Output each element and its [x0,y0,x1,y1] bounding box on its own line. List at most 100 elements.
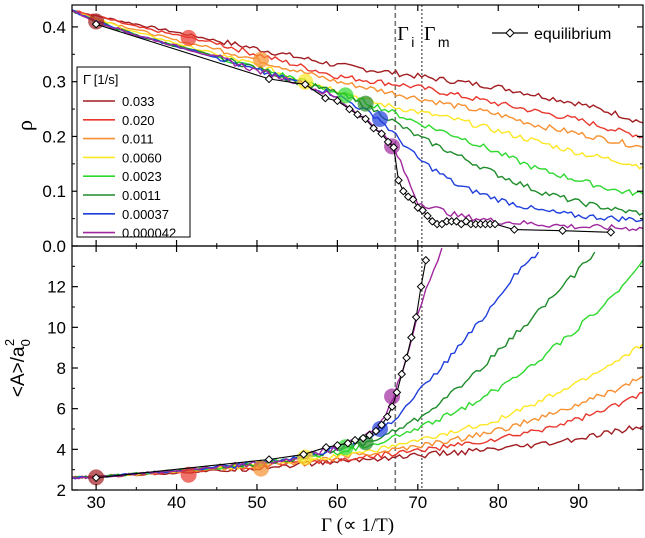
bottom-equilibrium-point [421,255,431,265]
bottom-series-0_000042 [72,247,443,480]
rate-legend-box [76,66,191,238]
bottom-equilibrium-line [96,260,427,479]
top-ytick-label: 0.3 [42,73,66,92]
top-equilibrium-point [403,192,413,202]
rate-legend-label: 0.0023 [122,169,162,184]
vline-label-i: Γ [397,23,409,45]
bottom-equilibrium-point [416,282,426,291]
rate-legend-label: 0.00037 [122,207,169,222]
bottom-xtick-label: 80 [489,493,508,512]
top-rate-marker [337,87,354,104]
top-equilibrium-point [408,195,418,204]
bottom-equilibrium-point [377,420,386,430]
rate-legend-label: 0.020 [122,113,155,128]
equilibrium-legend-label: equilibrium [534,26,611,43]
bottom-ytick-label: 10 [47,318,66,337]
top-equilibrium-point [91,19,101,29]
top-equilibrium-point [383,137,393,147]
top-equilibrium-point [300,80,310,89]
bottom-panel: 2 4 6 8 10 12 30 40 50 60 70 80 90 Γ (∝ 1/T) <A>/a02 [2,245,644,536]
bottom-series-0_00037 [72,251,540,480]
bottom-rate-marker [180,466,197,483]
top-ytick-label: 0.4 [42,18,66,37]
bottom-equilibrium-point [387,402,397,411]
bottom-equilibrium-point [358,433,368,443]
rate-legend-label: 0.0011 [122,188,161,203]
top-equilibrium-point [361,114,370,124]
top-ytick-label: 0.0 [42,237,66,256]
rate-legend-title: Γ̇ [1/s] [83,72,118,87]
top-equilibrium-point [333,96,342,106]
bottom-xtick-label: 30 [87,493,106,512]
bottom-equilibrium-point [91,473,101,483]
top-equilibrium-point [558,226,567,235]
top-rate-marker [357,95,374,112]
bottom-series-0_033 [72,425,643,480]
top-ytick-label: 0.1 [42,182,66,201]
bottom-xlabel: Γ (∝ 1/T) [321,515,394,536]
top-equilibrium-point [264,74,274,84]
bottom-series-0_0011 [72,251,596,479]
top-ylabel: ρ [12,120,37,131]
top-equilibrium-point [377,129,386,139]
bottom-equilibrium-point [350,435,360,445]
bottom-ytick-label: 6 [57,400,66,419]
bottom-equilibrium-point [392,388,402,397]
bottom-equilibrium-point [264,455,274,464]
bottom-ylabel: <A>/a02 [2,339,33,397]
top-equilibrium-point [490,219,500,229]
top-equilibrium-point [394,175,403,185]
bottom-equilibrium-point [299,450,308,459]
top-series-0_0011 [72,9,643,216]
bottom-xtick-label: 90 [569,493,588,512]
bottom-rate-marker [252,460,269,477]
bottom-xtick-label: 60 [328,493,347,512]
rate-legend-label: 0.0060 [122,150,162,165]
top-rate-marker [180,29,197,46]
bottom-plot-area [72,246,643,490]
top-equilibrium-point [389,143,398,152]
top-series-0_0060 [72,10,643,170]
bottom-series-0_0060 [72,343,643,479]
top-plot-area [72,5,643,246]
top-ytick-label: 0.2 [42,127,66,146]
rate-legend-label: 0.011 [122,132,154,147]
bottom-xtick-label: 50 [248,493,267,512]
top-equilibrium-point [418,206,427,215]
bottom-ytick-label: 2 [57,481,66,500]
bottom-equilibrium-point [407,333,416,342]
top-equilibrium-point [369,123,378,133]
bottom-equilibrium-point [333,440,342,450]
bottom-xtick-label: 70 [408,493,427,512]
top-equilibrium-point [510,225,519,234]
vline-label-m: Γ [424,23,436,45]
bottom-equilibrium-point [343,438,353,448]
bottom-equilibrium-point [321,442,331,452]
bottom-ytick-label: 12 [47,278,66,297]
top-equilibrium-point [345,104,354,114]
rate-legend-label: 0.033 [122,94,155,109]
top-series-0_020 [72,10,643,139]
bottom-equilibrium-point [365,430,374,440]
equilibrium-legend-marker [505,28,515,38]
top-equilibrium-point [413,203,423,212]
top-rate-marker [372,110,389,127]
top-equilibrium-point [399,186,408,196]
top-rate-marker [252,51,269,68]
top-series-0_033 [72,9,643,124]
bottom-series-0_020 [72,391,643,480]
rate-legend-label: 0.000042 [122,226,176,241]
top-series-0_011 [72,9,643,149]
top-equilibrium-point [353,110,362,119]
bottom-equilibrium-point [402,353,411,363]
top-equilibrium-point [321,93,330,103]
top-equilibrium-point [452,217,461,226]
top-equilibrium-point [606,227,616,237]
vline-label-sub-m: m [438,34,450,50]
bottom-equilibrium-point [397,369,407,379]
bottom-equilibrium-point [382,412,392,422]
bottom-ytick-label: 8 [57,359,66,378]
bottom-xtick-label: 40 [167,493,186,512]
